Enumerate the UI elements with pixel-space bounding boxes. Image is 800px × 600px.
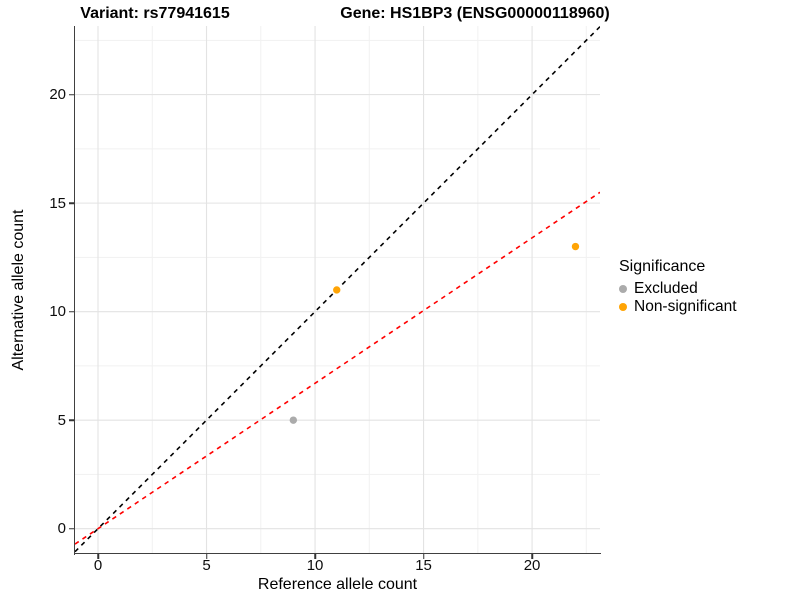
x-tick-mark — [97, 554, 99, 559]
x-tick-mark — [422, 554, 425, 559]
legend-title: Significance — [619, 258, 706, 275]
plot-panel — [75, 26, 600, 553]
legend-key-non-significant-dot-icon — [619, 303, 627, 311]
legend: Significance Excluded Non-significant — [619, 257, 737, 316]
y-tick-label: 10 — [49, 303, 66, 321]
y-axis-line — [73, 26, 75, 555]
x-tick-mark — [531, 554, 533, 559]
plot-title-gene: Gene: HS1BP3 (ENSG00000118960) — [340, 5, 610, 22]
y-tick-mark — [69, 93, 74, 96]
data-point-non-significant — [333, 286, 341, 294]
plot-title-variant: Variant: rs77941615 — [80, 5, 230, 22]
plot-canvas — [75, 26, 600, 553]
y-tick-mark — [69, 202, 74, 204]
x-tick-label: 0 — [93, 557, 103, 574]
x-axis-title: Reference allele count — [257, 576, 418, 593]
x-axis-line — [73, 552, 601, 554]
legend-item-label: Excluded — [634, 280, 698, 297]
legend-item-non-significant: Non-significant — [619, 298, 737, 316]
x-tick-mark — [205, 554, 208, 559]
legend-key-excluded-dot-icon — [619, 285, 627, 293]
x-tick-mark — [314, 554, 316, 559]
y-tick-label: 0 — [57, 520, 66, 538]
fit-line — [75, 191, 600, 545]
y-axis-title: Alternative allele count — [10, 209, 27, 371]
y-tick-mark — [69, 310, 74, 313]
data-point-excluded — [289, 416, 298, 424]
x-tick-label: 10 — [306, 557, 324, 574]
x-tick-label: 15 — [415, 557, 432, 574]
y-tick-mark — [69, 527, 74, 530]
legend-item-label: Non-significant — [634, 298, 737, 315]
x-tick-label: 20 — [523, 557, 541, 574]
data-point-non-significant — [571, 242, 580, 251]
y-tick-label: 15 — [49, 194, 66, 212]
x-tick-label: 5 — [202, 557, 211, 574]
y-tick-label: 20 — [49, 86, 66, 104]
y-tick-label: 5 — [57, 411, 66, 429]
y-tick-mark — [69, 419, 74, 421]
legend-item-excluded: Excluded — [619, 280, 737, 298]
